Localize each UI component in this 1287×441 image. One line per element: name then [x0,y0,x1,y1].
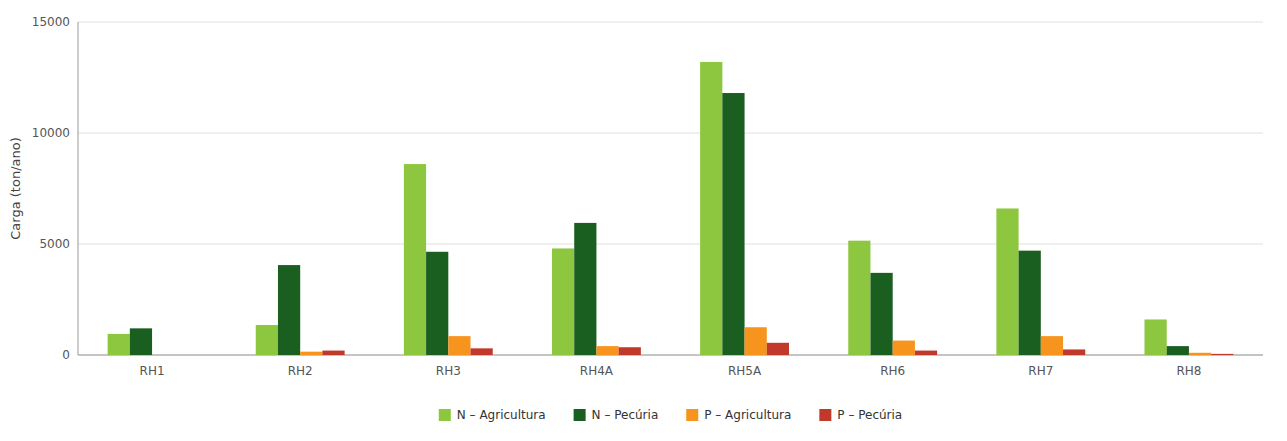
bar [700,62,722,355]
bar [1063,349,1085,355]
bar [256,325,278,355]
bar [619,347,641,355]
y-axis-line [78,22,79,355]
x-tick-label: RH7 [1028,364,1053,378]
y-axis-label: Carga (ton/ano) [8,137,23,239]
legend: N – Agricultura N – Pecúria P – Agricultur… [439,408,902,422]
bar [893,341,915,355]
bar [300,352,322,355]
bar [915,351,937,355]
bar [130,328,152,355]
bar [870,273,892,355]
bar [596,346,618,355]
x-tick-label: RH5A [728,364,762,378]
bar [745,327,767,355]
grid-line [78,22,1263,23]
x-tick-label: RH2 [288,364,313,378]
x-tick-label: RH6 [880,364,905,378]
bar [1041,336,1063,355]
bar [574,223,596,355]
legend-swatch [439,409,451,421]
bar [1211,354,1233,355]
legend-swatch [819,409,831,421]
y-tick-label: 0 [62,348,70,362]
legend-label: N – Agricultura [457,408,546,422]
bar [174,355,196,356]
legend-item: P – Pecúria [819,408,902,422]
bar [1167,346,1189,355]
bar [1145,319,1167,355]
y-tick-label: 10000 [32,126,70,140]
bar [278,265,300,355]
bar [996,208,1018,355]
bar [1189,353,1211,355]
grid-line [78,244,1263,245]
legend-label: P – Pecúria [837,408,902,422]
legend-label: P – Agricultura [704,408,791,422]
bar [552,248,574,355]
legend-item: P – Agricultura [686,408,791,422]
x-tick-label: RH3 [436,364,461,378]
legend-label: N – Pecúria [592,408,659,422]
legend-swatch [574,409,586,421]
bar [152,355,174,356]
bar [404,164,426,355]
bar [448,336,470,355]
legend-item: N – Pecúria [574,408,659,422]
bar [322,351,344,355]
bar [108,334,130,355]
chart: 050001000015000RH1RH2RH3RH4ARH5ARH6RH7RH… [0,0,1287,441]
bar [722,93,744,355]
x-axis: RH1 RH2 RH3 RH4A RH5A RH6 RH7 RH8 [140,364,1202,378]
x-tick-label: RH4A [580,364,614,378]
x-tick-label: RH8 [1176,364,1201,378]
legend-item: N – Agricultura [439,408,546,422]
bar [767,343,789,355]
bar [471,348,493,355]
y-axis: 0 5000 10000 15000 [32,15,1263,362]
bar [848,241,870,355]
y-tick-label: 15000 [32,15,70,29]
x-tick-label: RH1 [140,364,165,378]
chart-container: 050001000015000RH1RH2RH3RH4ARH5ARH6RH7RH… [0,0,1287,441]
y-tick-label: 5000 [39,237,70,251]
grid-line [78,133,1263,134]
legend-swatch [686,409,698,421]
bars [108,62,1234,355]
bar [426,252,448,355]
bar [1019,251,1041,355]
